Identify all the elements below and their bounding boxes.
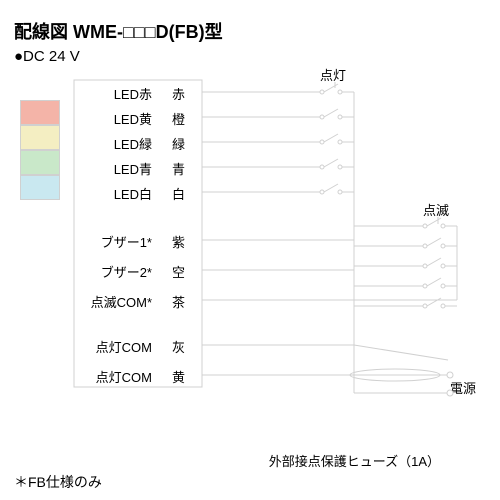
wiring-svg xyxy=(0,0,500,500)
